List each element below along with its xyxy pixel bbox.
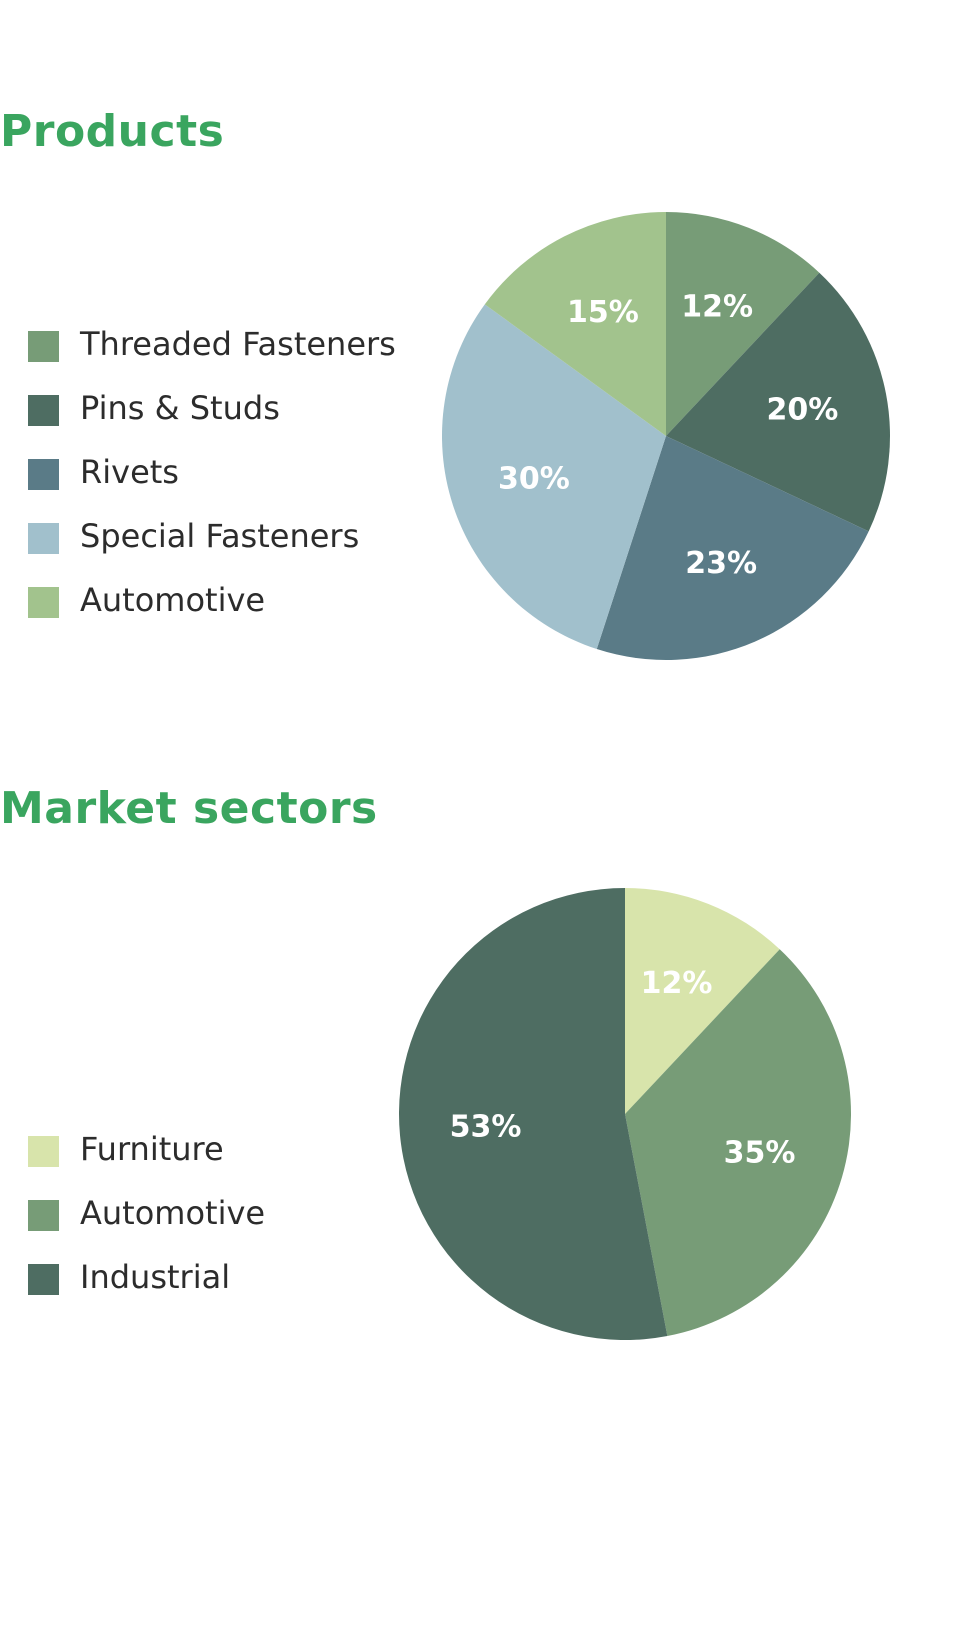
legend-swatch [28, 459, 59, 490]
legend-label: Industrial [80, 1258, 231, 1296]
legend-swatch [28, 395, 59, 426]
legend-label: Threaded Fasteners [80, 325, 396, 363]
pie-slice-furniture [625, 888, 780, 1114]
slice-label-automotive: 15% [567, 295, 639, 330]
slice-label-pins-and-studs: 20% [767, 392, 839, 427]
pie-slice-pins-and-studs [666, 272, 891, 532]
legend-label: Pins & Studs [80, 389, 280, 427]
market-sectors-pie-chart: 12% 35% 53% [399, 888, 851, 1340]
legend-label: Automotive [80, 1194, 266, 1232]
pie-slice-industrial [399, 888, 668, 1340]
slice-label-industrial: 53% [450, 1110, 522, 1145]
products-title: Products [0, 106, 225, 157]
pie-slice-threaded-fasteners [666, 212, 820, 436]
slice-label-rivets: 23% [685, 546, 757, 581]
pie-slice-special-fasteners [441, 304, 666, 650]
slice-label-furniture: 12% [641, 966, 713, 1001]
slice-label-special-fasteners: 30% [498, 461, 570, 496]
slice-label-threaded-fasteners: 12% [681, 289, 753, 324]
legend-label: Automotive [80, 581, 266, 619]
legend-label: Special Fasteners [80, 517, 360, 555]
legend-swatch [28, 331, 59, 362]
pie-slice-automotive [625, 949, 851, 1336]
legend-swatch [28, 587, 59, 618]
pie-slice-automotive [484, 211, 666, 436]
legend-swatch [28, 523, 59, 554]
products-pie-chart: 12% 20% 23% 30% 15% [441, 211, 891, 660]
slice-label-automotive: 35% [724, 1136, 796, 1171]
legend-swatch [28, 1136, 59, 1167]
legend-label: Rivets [80, 453, 179, 491]
pie-slice-rivets [596, 436, 869, 660]
market-sectors-title: Market sectors [0, 783, 378, 834]
legend-swatch [28, 1200, 59, 1231]
legend-swatch [28, 1264, 59, 1295]
legend-label: Furniture [80, 1130, 224, 1168]
